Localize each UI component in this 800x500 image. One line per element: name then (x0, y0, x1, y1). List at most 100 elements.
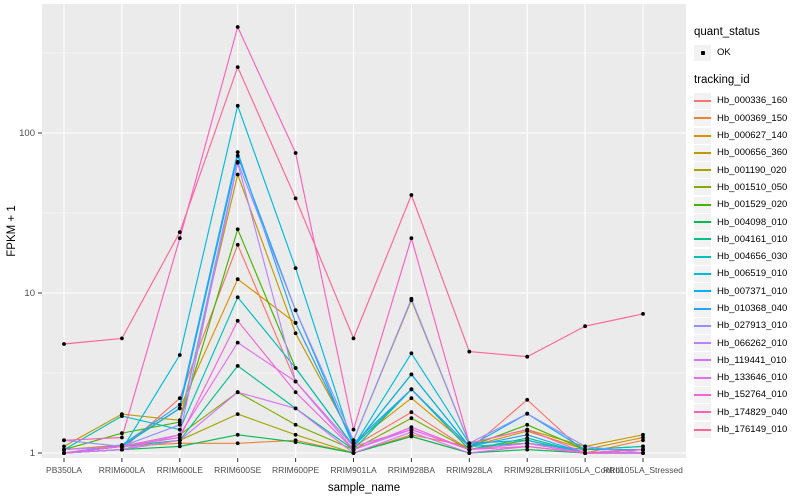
data-point (525, 432, 530, 437)
data-point (235, 65, 240, 69)
data-point (293, 151, 298, 155)
data-point (235, 150, 240, 155)
series-color-swatch (694, 238, 711, 241)
x-tick-label: RRIM928BA (388, 465, 436, 475)
x-tick-label: RRIM600LE (157, 465, 204, 475)
data-point (293, 440, 298, 444)
data-point (235, 172, 240, 177)
data-point (293, 390, 298, 395)
data-point (641, 447, 645, 452)
data-point (641, 432, 645, 437)
data-point (62, 447, 66, 452)
data-point (409, 372, 414, 377)
data-point (120, 444, 124, 449)
legend-key-box (694, 265, 711, 282)
data-point (583, 444, 587, 449)
series-color-swatch (694, 203, 711, 206)
data-point (235, 340, 240, 345)
data-point (351, 444, 356, 449)
legend-key-label: Hb_000369_150 (717, 112, 788, 124)
legend-key-box (694, 300, 711, 317)
legend-key-tracking-id: Hb_027913_010 (694, 317, 800, 334)
legend-key-tracking-id: Hb_010368_040 (694, 300, 800, 317)
legend-key-box (694, 179, 711, 196)
data-point (235, 432, 240, 437)
data-point (409, 193, 414, 197)
data-point (293, 266, 298, 270)
legend-key-box (694, 162, 711, 179)
data-point (293, 406, 298, 411)
data-point (583, 447, 587, 452)
data-point (409, 425, 414, 430)
y-tick-label: 1 (30, 448, 35, 459)
legend-key-box (694, 214, 711, 231)
legend-key-box (694, 369, 711, 386)
series-color-swatch (694, 117, 711, 120)
legend-key-label: Hb_001510_050 (717, 181, 788, 193)
data-point (177, 438, 182, 443)
data-point (525, 411, 530, 416)
data-point (467, 444, 472, 449)
data-point (525, 354, 530, 359)
legend-key-label: Hb_000656_360 (717, 147, 788, 159)
data-point (409, 296, 414, 301)
series-color-swatch (694, 359, 711, 362)
legend-key-label: Hb_004656_030 (717, 251, 788, 263)
data-point (293, 321, 298, 325)
data-point (467, 451, 472, 455)
legend-key-tracking-id: Hb_000656_360 (694, 144, 800, 161)
data-point (177, 406, 182, 411)
data-point (525, 438, 530, 443)
legend-key-label: Hb_066262_010 (717, 337, 788, 349)
legend-key-box (694, 404, 711, 421)
legend-key-label: Hb_001529_020 (717, 199, 788, 211)
data-point (467, 447, 472, 452)
legend-key-box (694, 283, 711, 300)
data-point (177, 427, 182, 432)
legend-key-tracking-id: Hb_006519_010 (694, 265, 800, 282)
data-point (120, 431, 124, 436)
data-point (409, 387, 414, 392)
data-point (409, 351, 414, 356)
data-point (409, 236, 414, 241)
legend-key-label: OK (717, 47, 731, 59)
data-point (293, 331, 298, 336)
legend-key-tracking-id: Hb_119441_010 (694, 352, 800, 369)
data-point (177, 435, 182, 440)
legend-key-label: Hb_004098_010 (717, 216, 788, 228)
data-point (177, 420, 182, 424)
panel-background (42, 4, 686, 458)
y-tick-label: 10 (24, 288, 35, 299)
x-tick-label: RRIM600SE (214, 465, 262, 475)
data-point (467, 441, 472, 446)
legend-key-box (694, 127, 711, 144)
data-point (235, 364, 240, 368)
data-point (177, 230, 182, 235)
series-color-swatch (694, 393, 711, 396)
x-tick-label: RRII105LA_Control (548, 465, 622, 475)
data-point (351, 336, 356, 341)
legend-key-box (694, 386, 711, 403)
legend-key-label: Hb_010368_040 (717, 303, 788, 314)
legend-key-box (694, 352, 711, 369)
data-point (293, 366, 298, 370)
y-tick-label: 100 (19, 128, 35, 139)
data-point (177, 353, 182, 357)
legend-key-tracking-id: Hb_007371_010 (694, 283, 800, 300)
legend-key-label: Hb_176149_010 (717, 424, 788, 436)
series-color-swatch (694, 134, 711, 137)
legend-key-tracking-id: Hb_001190_020 (694, 161, 800, 179)
data-point (293, 422, 298, 427)
legend-key-box (694, 231, 711, 248)
series-color-swatch (694, 428, 711, 431)
legend-key-box (694, 248, 711, 265)
series-color-swatch (694, 151, 711, 154)
data-point (235, 153, 240, 158)
series-color-swatch (694, 186, 711, 189)
legend-key-tracking-id: Hb_000336_160 (694, 92, 800, 109)
data-point (120, 336, 124, 341)
data-point (293, 308, 298, 313)
data-point (177, 402, 182, 407)
data-point (120, 447, 124, 452)
